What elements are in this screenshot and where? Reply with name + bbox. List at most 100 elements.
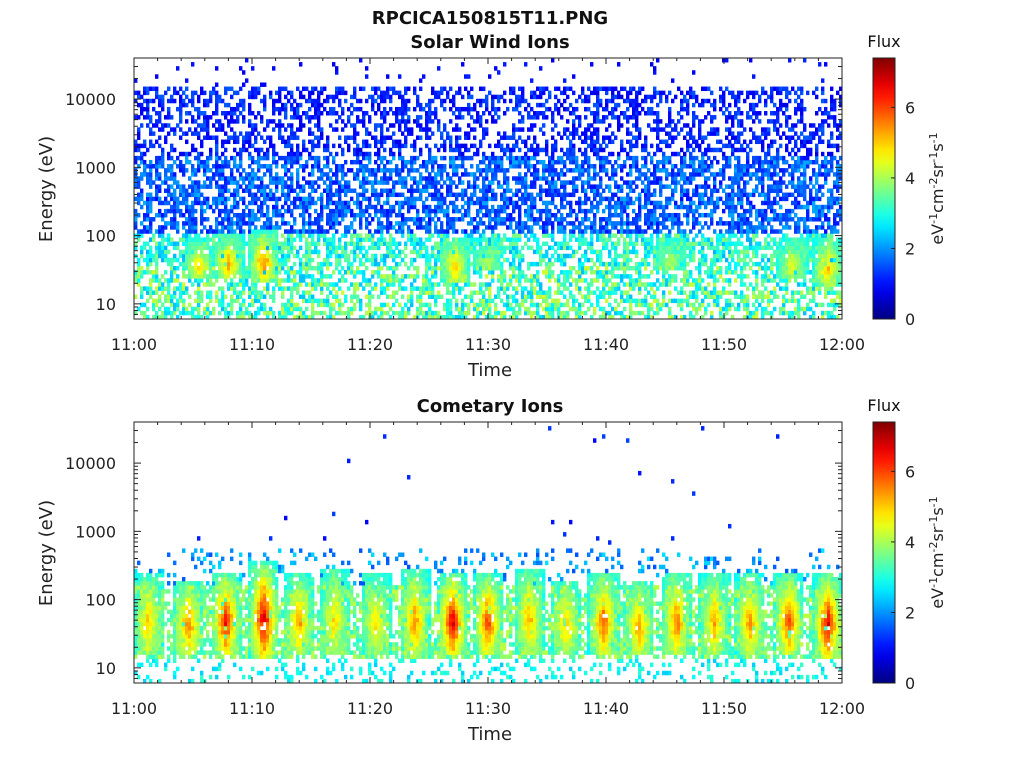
heatmap-cell (497, 217, 501, 222)
heatmap-cell (494, 212, 498, 218)
heatmap-cell (434, 184, 438, 189)
heatmap-cell (560, 147, 564, 153)
heatmap-cell (281, 184, 285, 189)
heatmap-cell (236, 139, 240, 145)
heatmap-cell (275, 98, 279, 104)
heatmap-cell (305, 274, 309, 279)
heatmap-cell (137, 278, 141, 283)
heatmap-cell (521, 115, 525, 120)
heatmap-cell (578, 261, 582, 267)
heatmap-cell (194, 217, 198, 222)
heatmap-cell (290, 237, 294, 242)
heatmap-cell (464, 241, 468, 246)
heatmap-cell (272, 245, 276, 251)
heatmap-cell (401, 221, 405, 226)
heatmap-cell (149, 164, 153, 169)
heatmap-cell (461, 274, 465, 279)
heatmap-cell (587, 159, 591, 165)
heatmap-cell (149, 204, 153, 210)
heatmap-cell (548, 261, 552, 267)
heatmap-cell (275, 123, 279, 128)
heatmap-cell (263, 192, 267, 198)
heatmap-cell (401, 106, 405, 112)
heatmap-cell (224, 184, 228, 189)
heatmap-cell (419, 172, 423, 177)
heatmap-cell (491, 106, 495, 112)
heatmap-cell (383, 253, 387, 259)
heatmap-cell (581, 159, 585, 165)
heatmap-cell (299, 127, 303, 132)
heatmap-cell (437, 204, 441, 210)
heatmap-cell (380, 302, 384, 308)
heatmap-cell (401, 233, 405, 238)
heatmap-cell (470, 237, 474, 242)
heatmap-cell (470, 298, 474, 304)
heatmap-cell (545, 229, 549, 234)
heatmap-cell (134, 278, 138, 283)
heatmap-cell (185, 217, 189, 222)
heatmap-cell (347, 106, 351, 112)
heatmap-cell (566, 286, 570, 291)
heatmap-cell (350, 188, 354, 193)
heatmap-cell (494, 164, 498, 169)
heatmap-cell (176, 221, 180, 226)
heatmap-cell (389, 212, 393, 218)
heatmap-cell (512, 90, 516, 96)
heatmap-cell (464, 274, 468, 279)
heatmap-cell (455, 192, 459, 198)
heatmap-cell (380, 241, 384, 246)
heatmap-cell (137, 261, 141, 267)
heatmap-cell (431, 98, 435, 104)
heatmap-cell (362, 164, 366, 169)
heatmap-cell (254, 192, 258, 198)
heatmap-cell (365, 221, 369, 226)
heatmap-cell (272, 265, 276, 271)
heatmap-cell (254, 159, 258, 165)
heatmap-cell (296, 147, 300, 153)
heatmap-cell (527, 111, 531, 116)
heatmap-cell (227, 302, 231, 308)
heatmap-cell (143, 115, 147, 120)
heatmap-cell (242, 302, 246, 308)
heatmap-cell (266, 233, 270, 238)
heatmap-cell (455, 172, 459, 177)
heatmap-cell (335, 204, 339, 210)
heatmap-cell (134, 90, 138, 96)
heatmap-cell (515, 314, 519, 320)
heatmap-cell (242, 278, 246, 283)
heatmap-cell (215, 151, 219, 157)
heatmap-cell (482, 229, 486, 234)
heatmap-cell (500, 217, 504, 222)
heatmap-cell (293, 98, 297, 104)
heatmap-cell (164, 286, 168, 291)
heatmap-cell (494, 245, 498, 251)
heatmap-cell (524, 274, 528, 279)
heatmap-cell (533, 180, 537, 185)
heatmap-cell (299, 62, 303, 67)
heatmap-cell (497, 180, 501, 185)
heatmap-cell (404, 180, 408, 185)
heatmap-cell (545, 106, 549, 112)
heatmap-cell (155, 155, 159, 161)
heatmap-cell (560, 253, 564, 259)
heatmap-cell (404, 127, 408, 132)
heatmap-cell (206, 265, 210, 271)
heatmap-cell (161, 310, 165, 316)
heatmap-cell (308, 294, 312, 300)
heatmap-cell (323, 241, 327, 246)
heatmap-cell (272, 180, 276, 185)
heatmap-cell (536, 143, 540, 149)
heatmap-cell (563, 314, 567, 320)
heatmap-cell (563, 106, 567, 112)
heatmap-cell (467, 200, 471, 206)
heatmap-cell (176, 90, 180, 96)
heatmap-cell (353, 270, 357, 275)
heatmap-cell (263, 139, 267, 145)
heatmap-cell (326, 172, 330, 177)
heatmap-cell (263, 233, 267, 238)
heatmap-cell (452, 265, 456, 271)
heatmap-cell (278, 208, 282, 214)
heatmap-cell (299, 245, 303, 251)
heatmap-cell (476, 261, 480, 267)
heatmap-cell (497, 139, 501, 145)
